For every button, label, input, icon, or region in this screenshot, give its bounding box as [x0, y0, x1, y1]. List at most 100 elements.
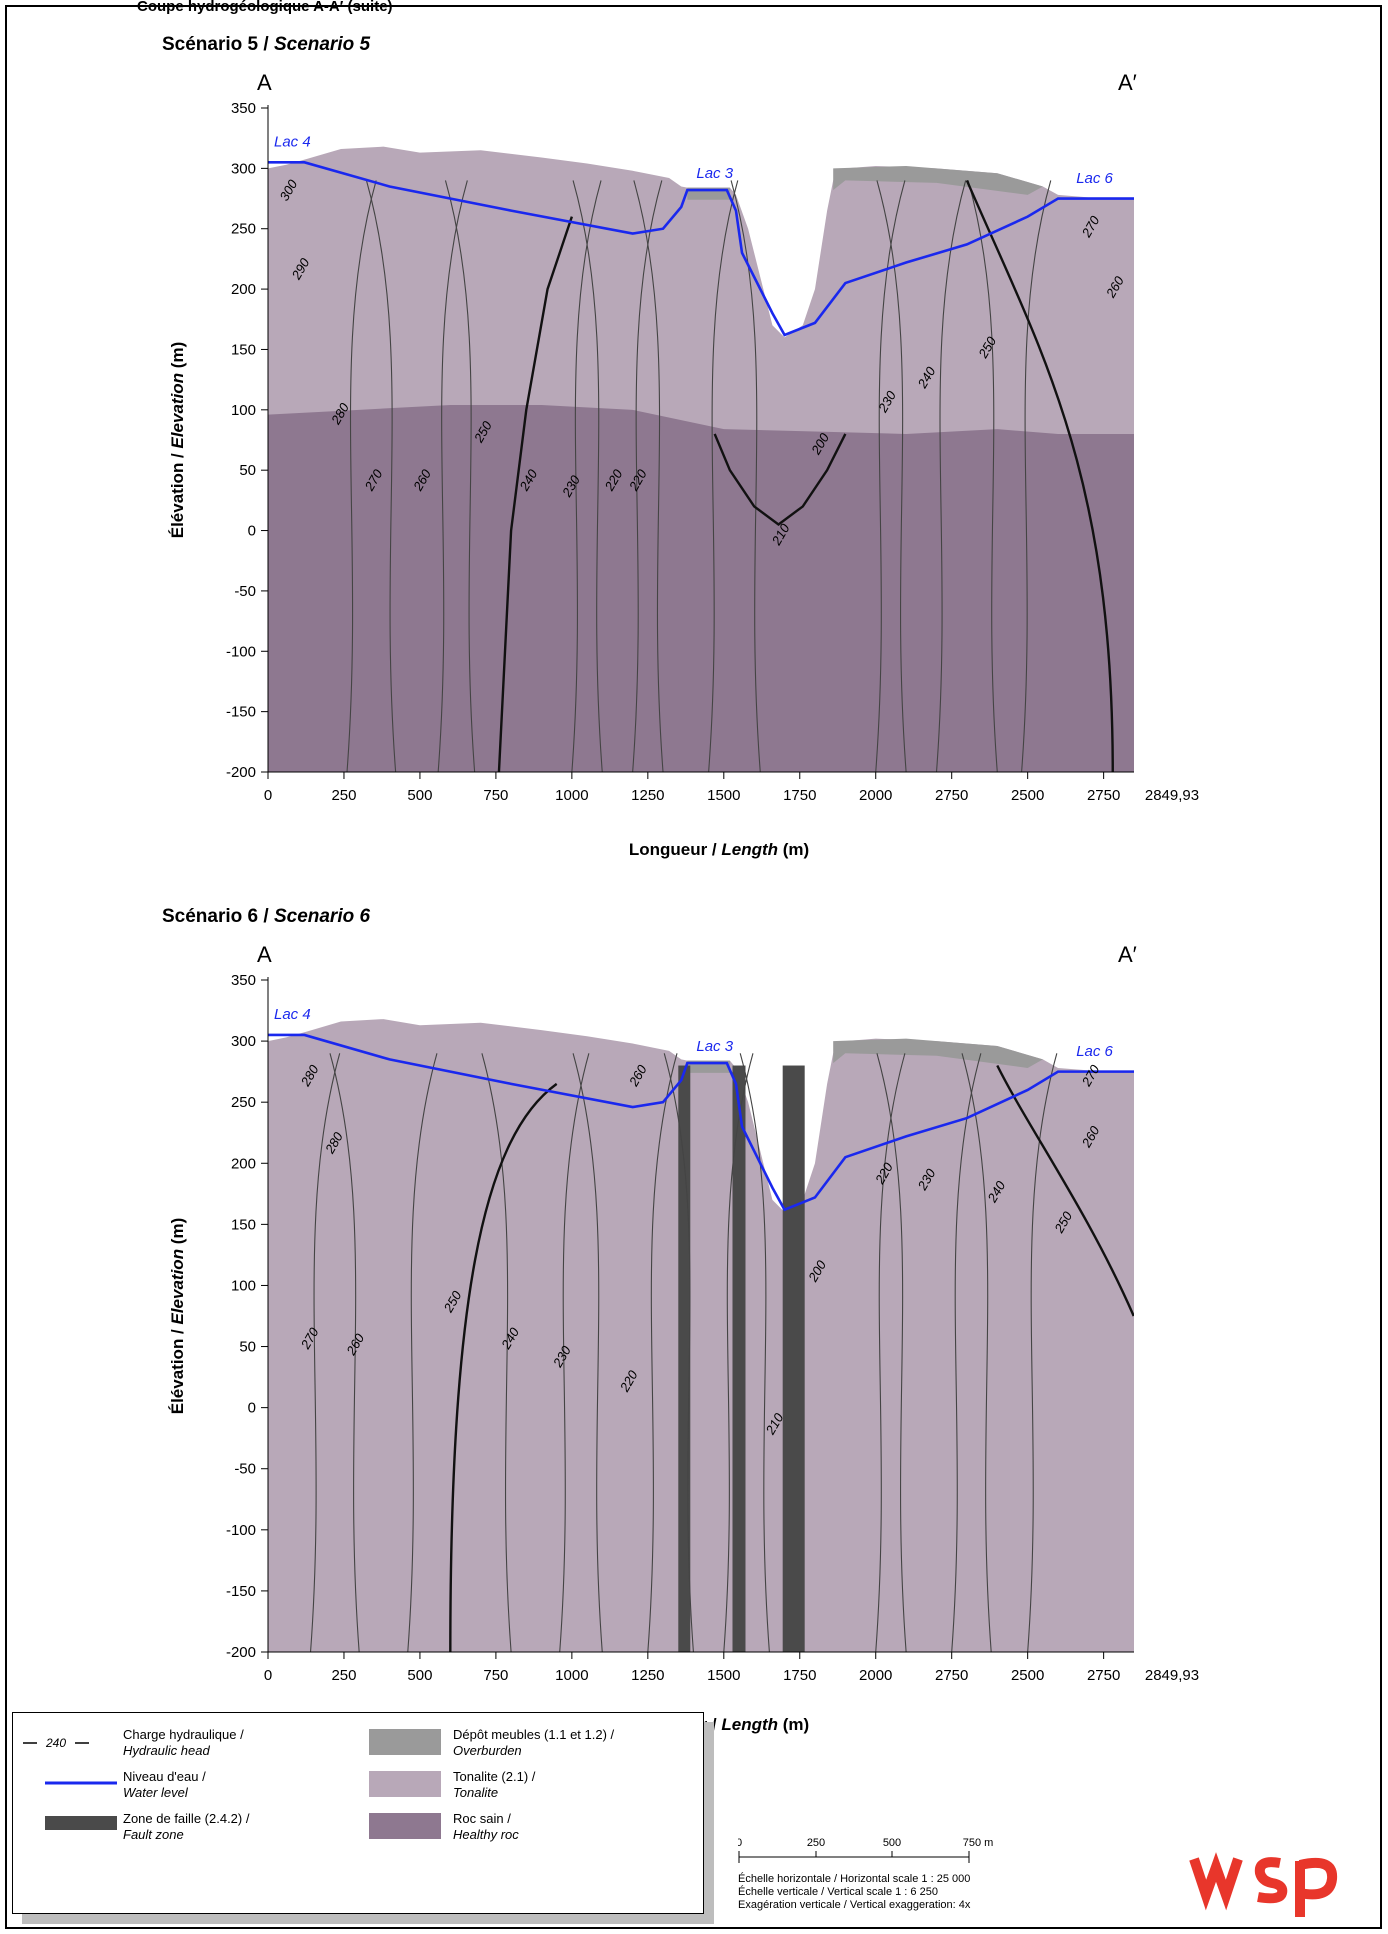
x-tick-label: 1750: [783, 1667, 816, 1684]
y-tick-label: 150: [231, 1216, 256, 1233]
x-tick-label: 1000: [555, 787, 588, 804]
hydraulic-head-contour: [967, 180, 998, 772]
hydraulic-head-contour: [875, 1053, 906, 1652]
lake-label: Lac 3: [696, 1038, 733, 1055]
hydraulic-head-contour-major: [965, 179, 1114, 772]
y-tick-label: 250: [231, 221, 256, 238]
overburden-layer: [833, 165, 1043, 195]
x-tick-label: 750: [483, 787, 508, 804]
hydraulic-head-contour: [481, 1053, 512, 1652]
scale-tick: 500: [883, 1837, 901, 1849]
lake-label: Lac 3: [696, 165, 733, 182]
x-tick-label: 1000: [555, 1667, 588, 1684]
hydraulic-head-contour: [951, 1053, 982, 1652]
section-start-label: A: [257, 942, 272, 967]
panel-title: Scénario 5 / Scenario 5: [162, 34, 370, 55]
hydraulic-head-contour: [437, 180, 468, 772]
y-tick-label: 200: [231, 281, 256, 298]
y-tick-label: 150: [231, 341, 256, 358]
x-tick-label: 2750: [935, 787, 968, 804]
fault-zone: [732, 1065, 746, 1652]
x-tick-label: 250: [331, 1667, 356, 1684]
scale-tick: 750 m: [963, 1837, 994, 1849]
hydraulic-head-contour: [444, 180, 476, 772]
hydraulic-head-contour-major: [497, 216, 574, 772]
hydraulic-head-contour: [329, 1053, 360, 1652]
section-end-label: A′: [1118, 942, 1137, 967]
scale-tick: 0: [738, 1837, 742, 1849]
x-tick-label: 2000: [859, 1667, 892, 1684]
scale-tick: 250: [807, 1837, 825, 1849]
hydraulic-head-contour: [875, 180, 906, 772]
y-tick-label: 100: [231, 402, 256, 419]
tonalite-layer: [268, 1019, 1134, 1652]
hydraulic-head-contour: [730, 180, 761, 772]
y-axis-label: Élévation / Elevation (m): [168, 342, 187, 539]
lake-label: Lac 4: [274, 134, 311, 151]
hydraulic-head-contour: [559, 1053, 590, 1652]
legend-overburden-sample: [369, 1729, 441, 1755]
y-tick-label: 50: [239, 1339, 256, 1356]
y-tick-label: 100: [231, 1277, 256, 1294]
water-level-line: [268, 1033, 1134, 1212]
hydraulic-head-contour: [739, 1053, 770, 1652]
vertical-exaggeration: Exagération verticale / Vertical exagger…: [738, 1899, 971, 1911]
hydraulic-head-contour: [632, 180, 663, 772]
legend-fault-sample: [45, 1816, 117, 1830]
hydraulic-head-contour: [633, 180, 664, 772]
section-start-label: A: [257, 70, 272, 95]
x-tick-label: 0: [264, 1667, 272, 1684]
hydraulic-head-contour: [571, 180, 602, 772]
fault-zone: [678, 1065, 691, 1652]
hydraulic-head-contour-major: [449, 1082, 558, 1652]
x-tick-label: 1250: [631, 1667, 664, 1684]
x-tick-label: 2750: [1087, 787, 1120, 804]
legend-water-level: Niveau d'eau / Water level: [123, 1769, 206, 1800]
x-tick-label: 0: [264, 787, 272, 804]
hydraulic-head-contour: [346, 180, 377, 772]
x-tick-label: 2750: [935, 1667, 968, 1684]
svg-text:wsp: wsp: [1188, 1845, 1190, 1846]
wsp-logo: wsp: [1188, 1845, 1338, 1917]
x-tick-label: 250: [331, 787, 356, 804]
overburden-layer: [833, 1038, 1043, 1068]
y-tick-label: 0: [248, 1400, 256, 1417]
horizontal-scale: Échelle horizontale / Horizontal scale 1…: [738, 1873, 971, 1885]
x-tick-label: 2500: [1011, 1667, 1044, 1684]
legend-healthy-rock-sample: [369, 1813, 441, 1839]
lake-label: Lac 4: [274, 1006, 311, 1023]
scale-bar: 0 250 500 750 m Échelle horizontale / Ho…: [738, 1833, 1068, 1913]
y-tick-label: 350: [231, 972, 256, 989]
section-end-label: A′: [1118, 70, 1137, 95]
x-tick-label: 1750: [783, 787, 816, 804]
hydraulic-head-contour-major: [713, 433, 847, 527]
legend: 240 Charge hydraulique / Hydraulic head N…: [12, 1712, 704, 1914]
x-tick-label: 1500: [707, 1667, 740, 1684]
y-tick-label: -100: [226, 643, 256, 660]
x-tick-label: 1250: [631, 787, 664, 804]
x-axis-label: Longueur / Length (m): [629, 840, 809, 859]
hydraulic-head-contour: [647, 1053, 678, 1652]
x-tick-label: 500: [407, 787, 432, 804]
hydraulic-head-contour: [572, 180, 603, 772]
figure-frame: Coupe hydrogéologique A-A′ (suite): [5, 0, 1382, 1929]
hydraulic-head-contour: [309, 1053, 341, 1652]
x-tick-label: 2000: [859, 787, 892, 804]
y-tick-label: -150: [226, 1583, 256, 1600]
y-tick-label: -200: [226, 764, 256, 781]
fault-zone: [782, 1065, 805, 1652]
y-tick-label: -50: [234, 1461, 256, 1478]
legend-tonalite-sample: [369, 1771, 441, 1797]
hydraulic-head-contour: [663, 1053, 694, 1652]
legend-overburden: Dépôt meubles (1.1 et 1.2) / Overburden: [453, 1727, 615, 1758]
legend-contour-sample: 240: [45, 1736, 66, 1750]
hydraulic-head-contour: [723, 1053, 754, 1652]
lake-label: Lac 6: [1076, 1043, 1113, 1060]
hydraulic-head-contour-major: [996, 1064, 1134, 1317]
x-tick-label: 1500: [707, 787, 740, 804]
x-tick-label: 2849,93: [1145, 787, 1199, 804]
hydraulic-head-contour: [876, 1053, 907, 1652]
